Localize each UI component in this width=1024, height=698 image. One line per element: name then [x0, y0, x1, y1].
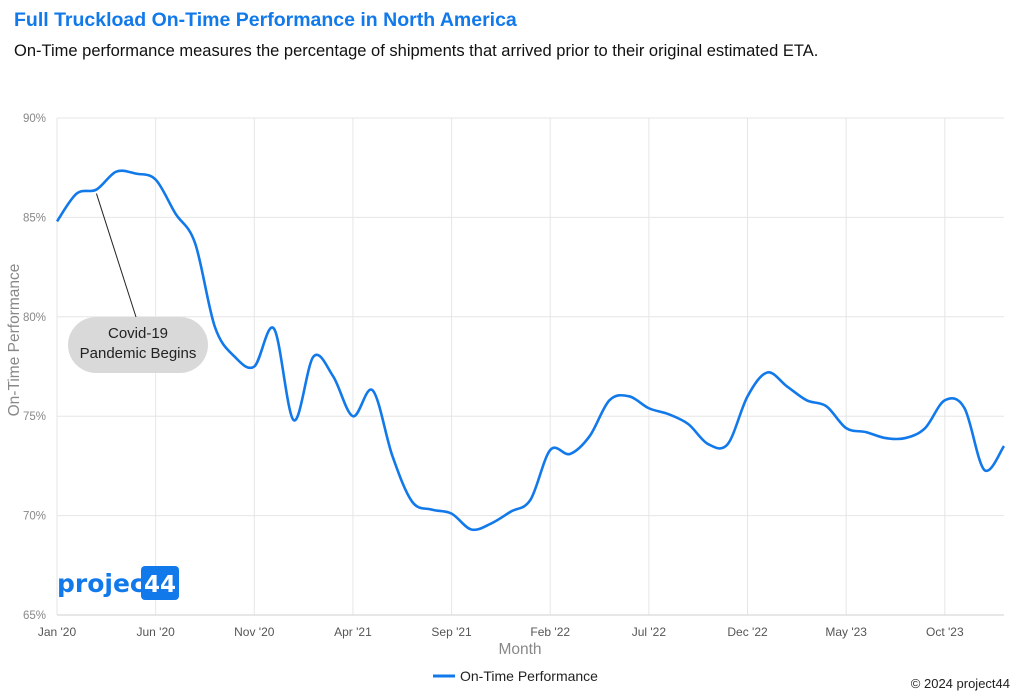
- y-tick-label: 80%: [23, 312, 46, 324]
- logo-text: project: [57, 569, 157, 598]
- annotation-text-line2: Pandemic Begins: [80, 345, 197, 362]
- project44-logo: project 44: [57, 566, 179, 600]
- x-tick-label: Apr '21: [334, 625, 372, 639]
- series-layer: [55, 169, 1006, 532]
- x-tick-label: Nov '20: [234, 625, 275, 639]
- annotation-leader-line: [95, 193, 137, 318]
- legend[interactable]: On-Time Performance: [433, 668, 598, 684]
- y-tick-label: 85%: [23, 212, 46, 224]
- y-tick-label: 75%: [23, 411, 46, 423]
- logo-badge: [141, 566, 179, 600]
- x-axis-ticks: Jan '20 Jun '20 Nov '20 Apr '21 Sep '21 Feb '…: [38, 625, 964, 639]
- logo-badge-text: 44: [144, 572, 176, 598]
- x-tick-label: Feb '22: [530, 625, 570, 639]
- x-tick-label: Jul '22: [632, 625, 667, 639]
- chart-title: Full Truckload On-Time Performance in No…: [14, 9, 517, 31]
- covid-annotation: Covid-19 Pandemic Begins: [68, 193, 208, 373]
- legend-label: On-Time Performance: [460, 668, 598, 684]
- x-tick-label: Sep '21: [431, 625, 472, 639]
- y-axis-label: On-Time Performance: [6, 264, 23, 417]
- x-tick-label: May '23: [825, 625, 867, 639]
- copyright-text: © 2024 project44: [910, 676, 1010, 691]
- y-tick-label: 65%: [23, 610, 46, 622]
- x-tick-label: Oct '23: [926, 625, 964, 639]
- annotation-text-line1: Covid-19: [108, 325, 168, 342]
- x-tick-label: Jan '20: [38, 625, 77, 639]
- x-axis-label: Month: [498, 641, 541, 658]
- gridlines: [56, 117, 1004, 616]
- y-axis-ticks: 65% 70% 75% 80% 85% 90%: [23, 113, 46, 622]
- x-tick-label: Jun '20: [136, 625, 175, 639]
- series-line-on-time-performance[interactable]: [55, 169, 1006, 532]
- chart-subtitle: On-Time performance measures the percent…: [14, 42, 819, 60]
- y-tick-label: 70%: [23, 511, 46, 523]
- y-tick-label: 90%: [23, 113, 46, 125]
- annotation-bubble: [68, 317, 208, 373]
- x-tick-label: Dec '22: [727, 625, 768, 639]
